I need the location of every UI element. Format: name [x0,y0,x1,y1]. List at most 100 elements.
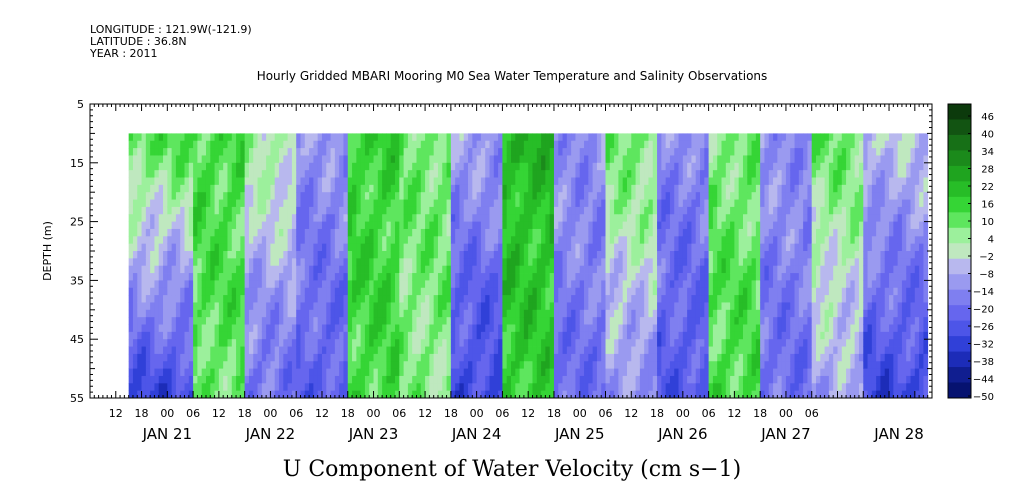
heat-cell [154,368,160,377]
heat-cell [498,192,503,200]
heat-cell [652,309,658,318]
heat-cell [141,346,147,355]
heat-cell [592,339,598,347]
heat-cell [291,324,297,333]
heat-cell [678,295,684,303]
heat-cell [163,214,168,222]
heat-cell [274,228,280,237]
heat-cell [369,309,374,318]
heat-cell [257,192,263,200]
heat-cell [291,214,297,222]
heat-cell [416,331,422,340]
heat-cell [652,155,658,164]
heat-cell [360,184,366,193]
heat-cell [476,331,482,340]
heat-cell [395,199,400,208]
heat-cell [704,243,710,252]
heat-cell [511,331,516,340]
heat-cell [343,148,349,156]
heat-cell [210,140,215,149]
heat-cell [214,133,220,142]
heat-cell [614,258,619,267]
heat-cell [669,148,675,156]
heat-cell [425,258,430,267]
heat-cell [442,140,447,149]
heat-cell [399,331,405,340]
heat-cell [498,375,503,384]
heat-cell [584,228,589,237]
heat-cell [407,243,413,252]
heat-cell [317,265,323,274]
heat-cell [455,375,460,384]
heat-cell [536,206,542,215]
heat-cell [236,331,241,340]
heat-cell [687,221,692,230]
heat-cell [635,221,641,230]
heat-cell [678,251,684,259]
heat-cell [472,258,478,267]
heat-cell [352,206,357,215]
heat-cell [188,302,194,311]
heat-cell [167,375,173,384]
heat-cell [167,324,173,333]
heat-cell [493,133,499,142]
heat-cell [437,184,443,193]
heat-cell [201,339,207,347]
heat-cell [549,383,555,392]
heat-cell [253,287,258,296]
heat-cell [571,133,576,142]
heat-cell [721,258,727,267]
heat-cell [184,192,190,200]
heat-cell [712,287,718,296]
heat-cell [369,192,374,200]
heat-cell [433,302,439,311]
heat-cell [687,368,692,377]
heat-cell [553,162,559,171]
heat-cell [334,368,340,377]
heat-cell [614,214,619,222]
heat-cell [712,353,718,362]
heat-cell [425,243,430,252]
heat-cell [154,133,160,142]
heat-cell [558,162,563,171]
heat-cell [639,302,645,311]
heat-cell [132,383,138,392]
heat-cell [180,331,185,340]
heat-cell [687,133,692,142]
heat-cell [601,361,606,369]
heat-cell [648,251,654,259]
heat-cell [558,206,563,215]
heat-cell [137,243,142,252]
heat-cell [571,302,576,311]
heat-cell [528,390,533,399]
heat-cell [618,148,624,156]
heat-cell [566,280,572,289]
heat-cell [403,140,409,149]
heat-cell [253,324,258,333]
heat-cell [158,140,164,149]
heat-cell [390,258,396,267]
heat-cell [575,140,581,149]
heat-cell [596,243,602,252]
heat-cell [687,140,692,149]
heat-cell [261,243,267,252]
heat-cell [145,390,151,399]
heat-cell [326,273,331,281]
heat-cell [665,265,671,274]
heat-cell [150,140,155,149]
heat-cell [545,221,551,230]
heat-cell [248,251,254,259]
heat-cell [253,346,258,355]
heat-cell [562,368,568,377]
heat-cell [304,353,310,362]
heat-cell [339,155,344,164]
heat-cell [180,192,185,200]
heat-cell [549,280,555,289]
heat-cell [712,309,718,318]
heat-cell [476,339,482,347]
heat-cell [150,228,155,237]
heat-cell [270,375,276,384]
heat-cell [433,206,439,215]
heat-cell [588,390,594,399]
heat-cell [665,302,671,311]
